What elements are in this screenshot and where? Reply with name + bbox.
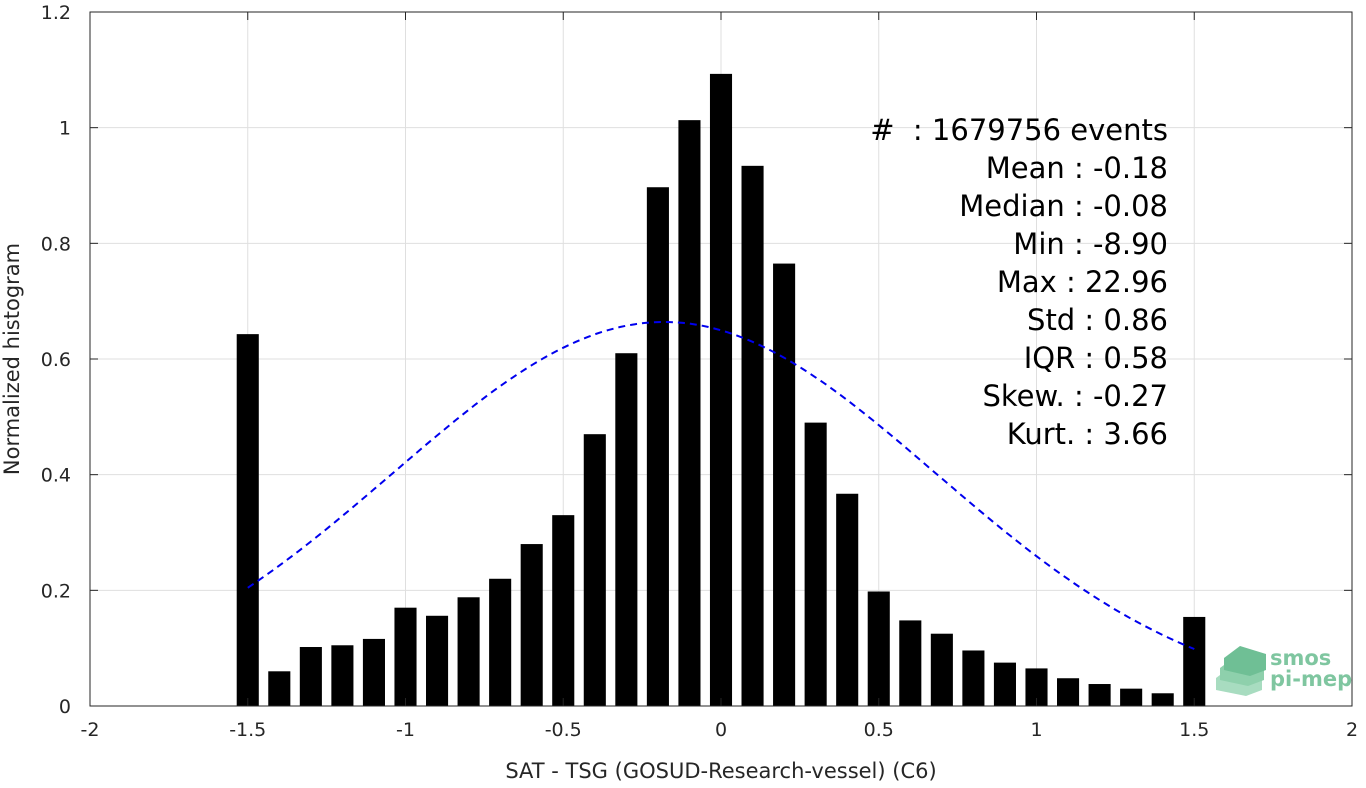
y-tick-label: 0.2 <box>41 580 71 602</box>
stats-annotation-line: Std : 0.86 <box>1027 303 1168 337</box>
x-tick-label: 0 <box>715 719 727 741</box>
histogram-bar <box>362 638 385 706</box>
stats-annotation-line: # : 1679756 events <box>870 113 1168 147</box>
stats-annotation-line: Mean : -0.18 <box>986 151 1168 185</box>
y-tick-label: 0.4 <box>41 465 71 487</box>
stats-annotations: # : 1679756 events Mean : -0.18 Median : -… <box>870 113 1168 451</box>
x-tick-label: 1.5 <box>1179 719 1209 741</box>
x-tick-label: -2 <box>81 719 100 741</box>
histogram-bar <box>552 515 575 706</box>
histogram-bar <box>646 187 669 707</box>
histogram-bar <box>962 650 985 706</box>
histogram-bar <box>331 645 354 706</box>
histogram-bar <box>899 620 922 706</box>
x-tick-label: -1.5 <box>229 719 266 741</box>
histogram-bar <box>867 591 890 706</box>
stats-annotation-line: Max : 22.96 <box>997 265 1168 299</box>
histogram-bar <box>709 73 733 707</box>
x-axis-label: SAT - TSG (GOSUD-Research-vessel) (C6) <box>505 759 936 783</box>
y-tick-label: 0 <box>59 696 71 718</box>
x-tick-label: -1 <box>396 719 415 741</box>
histogram-bar <box>394 607 417 706</box>
stats-annotation-line: Min : -8.90 <box>1013 227 1168 261</box>
histogram-bar <box>299 647 322 706</box>
histogram-bar <box>268 671 291 706</box>
histogram-bar <box>489 578 512 706</box>
histogram-bar <box>1088 684 1111 706</box>
y-tick-label: 0.6 <box>41 349 71 371</box>
histogram-bar <box>993 662 1016 706</box>
histogram-bar <box>520 544 543 706</box>
histogram-bar <box>773 263 796 706</box>
x-tick-label: -0.5 <box>545 719 582 741</box>
x-tick-label: 0.5 <box>864 719 894 741</box>
histogram-bar <box>236 334 259 706</box>
histogram-bar <box>1120 688 1143 706</box>
stats-annotation-line: Median : -0.08 <box>959 189 1168 223</box>
stats-annotation-line: Kurt. : 3.66 <box>1007 417 1168 451</box>
logo-text-smos: smos <box>1270 646 1331 670</box>
y-tick-label: 0.8 <box>41 233 71 255</box>
x-tick-label: 2 <box>1346 719 1358 741</box>
y-axis-label: Normalized histogram <box>0 243 24 475</box>
histogram-bar <box>1057 678 1080 706</box>
logo-text-pimep: pi-mep <box>1270 667 1352 691</box>
y-tick-label: 1 <box>59 118 71 140</box>
histogram-bar <box>678 120 701 707</box>
stats-annotation-line: IQR : 0.58 <box>1024 341 1168 375</box>
y-tick-label: 1.2 <box>41 2 71 24</box>
histogram-bar <box>583 434 606 706</box>
logo-emblem-icon <box>1216 646 1266 696</box>
histogram-bar <box>1025 668 1048 706</box>
histogram-bar <box>804 422 827 706</box>
histogram-bars <box>236 73 1206 707</box>
smos-pimep-logo: smos pi-mep <box>1216 646 1352 696</box>
histogram-bar <box>615 353 638 706</box>
x-tick-label: 1 <box>1030 719 1042 741</box>
histogram-bar <box>1151 693 1174 706</box>
axis-ticks: -2 -1.5 -1 -0.5 0 0.5 1 1.5 2 0 0.2 0.4 0.6 0.8 1 1.2 <box>41 2 1358 741</box>
histogram-bar <box>457 597 480 706</box>
histogram-bar <box>1183 616 1206 706</box>
histogram-bar <box>836 493 859 706</box>
stats-annotation-line: Skew. : -0.27 <box>982 379 1168 413</box>
histogram-bar <box>930 633 953 706</box>
histogram-bar <box>741 165 764 706</box>
histogram-bar <box>426 615 449 706</box>
gaussian-fit-curve <box>247 320 1195 650</box>
